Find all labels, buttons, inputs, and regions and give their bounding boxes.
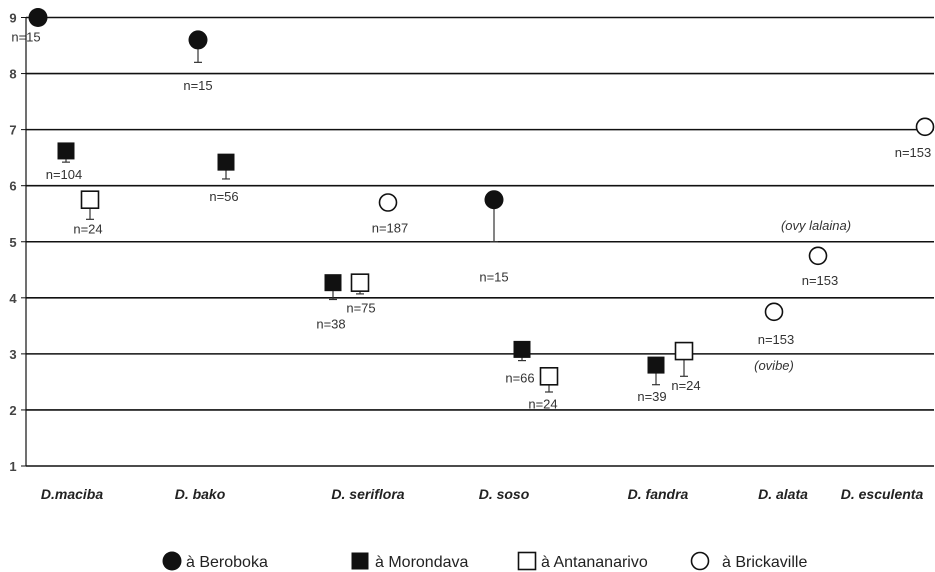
sample-size-label: n=75: [346, 301, 375, 316]
sample-size-label: n=39: [637, 389, 666, 404]
data-point: [674, 341, 694, 361]
x-category-label: D. seriflora: [331, 486, 404, 502]
annotation-label: (ovibe): [754, 358, 794, 373]
data-point: [28, 8, 48, 27]
data-point: [484, 190, 504, 210]
x-category-label: D. esculenta: [841, 486, 924, 502]
y-tick-label: 3: [9, 347, 16, 362]
data-point: [378, 193, 398, 212]
data-point: [350, 273, 370, 292]
y-tick-label: 8: [9, 67, 16, 82]
data-point: [513, 340, 531, 358]
sample-size-label: n=15: [183, 78, 212, 93]
y-tick-label: 6: [9, 179, 16, 194]
legend-marker: [162, 551, 182, 571]
x-category-label: D. fandra: [628, 486, 689, 502]
data-point: [915, 117, 935, 137]
legend-marker: [690, 551, 710, 571]
y-tick-label: 2: [9, 403, 16, 418]
sample-size-label: n=153: [758, 332, 795, 347]
x-category-label: D. soso: [479, 486, 530, 502]
legend-marker: [351, 552, 369, 570]
data-point: [57, 142, 75, 160]
sample-size-label: n=15: [479, 270, 508, 285]
sample-size-label: n=15: [11, 30, 40, 45]
annotation-label: (ovy lalaina): [781, 218, 851, 233]
data-point: [324, 274, 342, 292]
sample-size-label: n=38: [316, 317, 345, 332]
data-point: [188, 30, 208, 50]
y-tick-label: 7: [9, 123, 16, 138]
sample-size-label: n=66: [505, 370, 534, 385]
data-point: [647, 356, 665, 374]
data-point: [80, 190, 100, 210]
data-point: [808, 246, 828, 266]
legend-entry: à Antananarivo: [541, 554, 648, 571]
data-point: [217, 153, 235, 171]
y-tick-label: 4: [9, 291, 17, 306]
y-tick-label: 9: [9, 11, 16, 26]
y-tick-label: 1: [9, 459, 16, 474]
data-point: [539, 366, 559, 386]
sample-size-label: n=56: [209, 189, 238, 204]
sample-size-label: n=24: [73, 222, 102, 237]
x-category-label: D.maciba: [41, 486, 103, 502]
legend-entry: à Brickaville: [722, 554, 807, 571]
data-point: [764, 302, 784, 322]
legend-entry: à Morondava: [375, 554, 468, 571]
sample-size-label: n=187: [372, 221, 409, 236]
sample-size-label: n=153: [802, 273, 839, 288]
x-category-label: D. bako: [175, 486, 226, 502]
sample-size-label: n=104: [46, 167, 83, 182]
sample-size-label: n=24: [671, 378, 700, 393]
legend-marker: [517, 551, 537, 571]
y-tick-label: 5: [9, 235, 16, 250]
sample-size-label: n=153: [895, 145, 932, 160]
sample-size-label: n=24: [528, 396, 557, 411]
x-category-label: D. alata: [758, 486, 808, 502]
legend-entry: à Beroboka: [186, 554, 268, 571]
